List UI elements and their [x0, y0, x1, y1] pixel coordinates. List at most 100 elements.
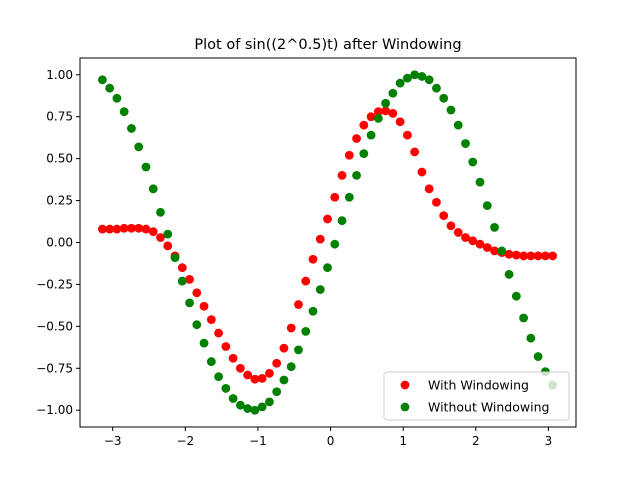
- data-point: [359, 149, 369, 159]
- legend-label: With Windowing: [428, 378, 529, 393]
- data-point: [315, 285, 325, 294]
- chart-title: Plot of sin((2^0.5)t) after Windowing: [194, 37, 461, 53]
- data-point: [468, 157, 478, 167]
- data-point: [490, 223, 499, 232]
- data-point: [294, 300, 303, 309]
- data-point: [395, 117, 405, 127]
- data-point: [410, 147, 420, 157]
- data-point: [504, 249, 514, 259]
- data-point: [221, 342, 231, 351]
- data-point: [199, 338, 209, 348]
- y-tick-label: −0.50: [36, 319, 73, 333]
- y-tick-label: −0.25: [36, 277, 73, 291]
- x-tick-label: 1: [399, 434, 407, 448]
- data-point: [395, 78, 405, 88]
- legend-marker: [400, 402, 410, 412]
- data-point: [228, 353, 238, 363]
- data-point: [163, 229, 173, 239]
- data-point: [417, 72, 427, 81]
- data-point: [315, 234, 325, 244]
- data-point: [381, 98, 391, 108]
- data-point: [279, 343, 289, 353]
- data-point: [112, 224, 122, 234]
- data-point: [403, 130, 412, 140]
- data-point: [432, 83, 441, 93]
- data-point: [294, 345, 303, 355]
- data-point: [235, 363, 245, 373]
- data-point: [141, 162, 151, 172]
- data-point: [482, 243, 492, 252]
- data-point: [403, 73, 412, 83]
- data-point: [97, 75, 107, 85]
- data-point: [156, 233, 165, 242]
- legend-box: [383, 371, 570, 421]
- series-with-windowing: [97, 106, 558, 384]
- data-point: [533, 251, 543, 261]
- x-tick-label: −2: [176, 434, 194, 448]
- data-point: [432, 197, 441, 207]
- data-point: [250, 405, 260, 415]
- data-point: [265, 397, 274, 407]
- y-tick-label: −0.75: [36, 361, 73, 375]
- series-without-windowing: [97, 70, 558, 415]
- data-point: [272, 358, 282, 368]
- data-point: [461, 233, 470, 242]
- data-point: [257, 402, 267, 412]
- data-point: [141, 224, 151, 234]
- data-point: [105, 83, 115, 93]
- x-tick-label: 2: [472, 434, 480, 448]
- data-point: [243, 370, 253, 380]
- data-point: [112, 93, 122, 103]
- axes: −3 −2 −1 0 1 2 3 −1.00 −0.75 −0.50 −0.25 0.00 0.25 0.…: [36, 68, 552, 448]
- data-point: [337, 171, 347, 180]
- data-point: [134, 142, 144, 152]
- data-point: [482, 201, 492, 211]
- data-point: [243, 404, 253, 413]
- data-point: [352, 171, 361, 180]
- data-point: [490, 246, 499, 256]
- data-point: [446, 105, 456, 115]
- data-point: [475, 239, 485, 249]
- data-point: [185, 275, 194, 284]
- data-point: [373, 113, 383, 123]
- data-point: [410, 70, 420, 80]
- x-tick-label: 3: [545, 434, 553, 448]
- data-point: [344, 192, 354, 202]
- data-point: [301, 326, 311, 336]
- data-point: [235, 400, 245, 410]
- data-point: [308, 306, 318, 316]
- legend-marker: [400, 380, 410, 390]
- data-point: [424, 184, 434, 194]
- data-point: [286, 362, 296, 372]
- data-point: [352, 134, 361, 143]
- data-point: [453, 120, 463, 130]
- data-point: [206, 357, 216, 366]
- data-point: [156, 207, 165, 217]
- data-point: [475, 177, 485, 187]
- data-point: [439, 211, 449, 221]
- data-point: [323, 263, 332, 273]
- data-point: [177, 276, 187, 286]
- y-tick-label: 0.75: [46, 110, 73, 124]
- data-point: [417, 167, 427, 177]
- data-point: [185, 298, 194, 308]
- data-point: [323, 214, 332, 224]
- data-point: [461, 139, 470, 148]
- data-point: [540, 251, 550, 261]
- data-point: [97, 224, 107, 234]
- data-point: [548, 251, 558, 261]
- data-point: [163, 241, 173, 251]
- data-point: [359, 120, 369, 130]
- data-point: [330, 192, 340, 202]
- data-point: [119, 107, 129, 117]
- data-point: [381, 106, 391, 116]
- data-point: [192, 320, 202, 330]
- data-point: [134, 223, 144, 233]
- data-point: [533, 352, 543, 361]
- data-point: [214, 328, 223, 338]
- data-point: [148, 227, 158, 236]
- data-point: [148, 184, 158, 194]
- data-point: [526, 333, 536, 343]
- data-point: [519, 313, 528, 323]
